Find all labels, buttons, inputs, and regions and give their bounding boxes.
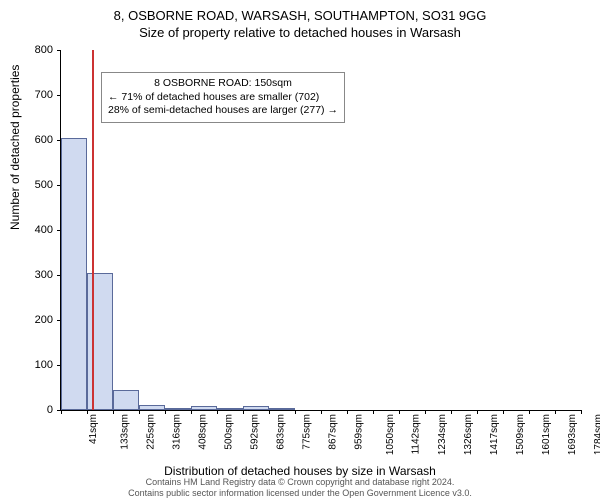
x-tick-mark <box>295 410 296 414</box>
chart-subtitle: Size of property relative to detached ho… <box>0 23 600 40</box>
x-tick-mark <box>87 410 88 414</box>
y-tick-mark <box>57 95 61 96</box>
x-tick-label: 41sqm <box>88 414 99 444</box>
x-tick-mark <box>399 410 400 414</box>
x-tick-label: 500sqm <box>224 414 235 450</box>
x-tick-mark <box>347 410 348 414</box>
y-tick-label: 200 <box>23 314 53 326</box>
x-tick-mark <box>555 410 556 414</box>
x-axis-label: Distribution of detached houses by size … <box>0 464 600 478</box>
x-tick-label: 683sqm <box>276 414 287 450</box>
x-tick-mark <box>243 410 244 414</box>
x-tick-mark <box>269 410 270 414</box>
x-tick-label: 1234sqm <box>437 414 448 455</box>
y-tick-label: 700 <box>23 89 53 101</box>
x-tick-mark <box>503 410 504 414</box>
x-tick-mark <box>217 410 218 414</box>
histogram-bar <box>217 408 243 410</box>
histogram-bar <box>269 408 295 410</box>
histogram-bar <box>61 138 87 410</box>
x-tick-label: 592sqm <box>250 414 261 450</box>
annotation-line-2: ← 71% of detached houses are smaller (70… <box>108 91 338 105</box>
x-tick-label: 408sqm <box>198 414 209 450</box>
x-tick-label: 1417sqm <box>489 414 500 455</box>
x-tick-label: 225sqm <box>146 414 157 450</box>
x-tick-label: 775sqm <box>302 414 313 450</box>
x-tick-mark <box>139 410 140 414</box>
annotation-box: 8 OSBORNE ROAD: 150sqm← 71% of detached … <box>101 72 345 123</box>
x-tick-label: 1326sqm <box>463 414 474 455</box>
y-tick-mark <box>57 50 61 51</box>
x-tick-mark <box>113 410 114 414</box>
histogram-bar <box>165 408 191 410</box>
x-tick-mark <box>165 410 166 414</box>
x-tick-mark <box>529 410 530 414</box>
x-tick-label: 959sqm <box>354 414 365 450</box>
histogram-bar <box>113 390 139 410</box>
x-tick-label: 1509sqm <box>515 414 526 455</box>
y-axis-label: Number of detached properties <box>8 65 22 230</box>
marker-line <box>92 50 94 410</box>
chart-title: 8, OSBORNE ROAD, WARSASH, SOUTHAMPTON, S… <box>0 0 600 23</box>
x-tick-mark <box>191 410 192 414</box>
footer-line-2: Contains public sector information licen… <box>0 488 600 499</box>
footer: Contains HM Land Registry data © Crown c… <box>0 477 600 499</box>
plot-area: 010020030040050060070080041sqm133sqm225s… <box>60 50 581 411</box>
y-tick-label: 500 <box>23 179 53 191</box>
x-tick-label: 316sqm <box>172 414 183 450</box>
x-tick-label: 1784sqm <box>593 414 600 455</box>
annotation-line-1: 8 OSBORNE ROAD: 150sqm <box>108 77 338 91</box>
histogram-bar <box>191 406 217 410</box>
x-tick-mark <box>581 410 582 414</box>
x-tick-label: 1693sqm <box>567 414 578 455</box>
annotation-line-3: 28% of semi-detached houses are larger (… <box>108 104 338 118</box>
histogram-bar <box>243 406 269 410</box>
x-tick-mark <box>321 410 322 414</box>
y-tick-label: 600 <box>23 134 53 146</box>
y-tick-label: 0 <box>23 404 53 416</box>
y-tick-label: 100 <box>23 359 53 371</box>
x-tick-mark <box>451 410 452 414</box>
x-tick-mark <box>373 410 374 414</box>
x-tick-label: 867sqm <box>328 414 339 450</box>
footer-line-1: Contains HM Land Registry data © Crown c… <box>0 477 600 488</box>
x-tick-mark <box>425 410 426 414</box>
x-tick-mark <box>477 410 478 414</box>
x-tick-label: 1050sqm <box>385 414 396 455</box>
x-tick-label: 133sqm <box>120 414 131 450</box>
y-tick-label: 400 <box>23 224 53 236</box>
x-tick-mark <box>61 410 62 414</box>
x-tick-label: 1601sqm <box>541 414 552 455</box>
histogram-bar <box>139 405 165 410</box>
y-tick-label: 300 <box>23 269 53 281</box>
x-tick-label: 1142sqm <box>410 414 421 454</box>
chart-area: 010020030040050060070080041sqm133sqm225s… <box>60 50 580 410</box>
chart-container: 8, OSBORNE ROAD, WARSASH, SOUTHAMPTON, S… <box>0 0 600 500</box>
y-tick-label: 800 <box>23 44 53 56</box>
